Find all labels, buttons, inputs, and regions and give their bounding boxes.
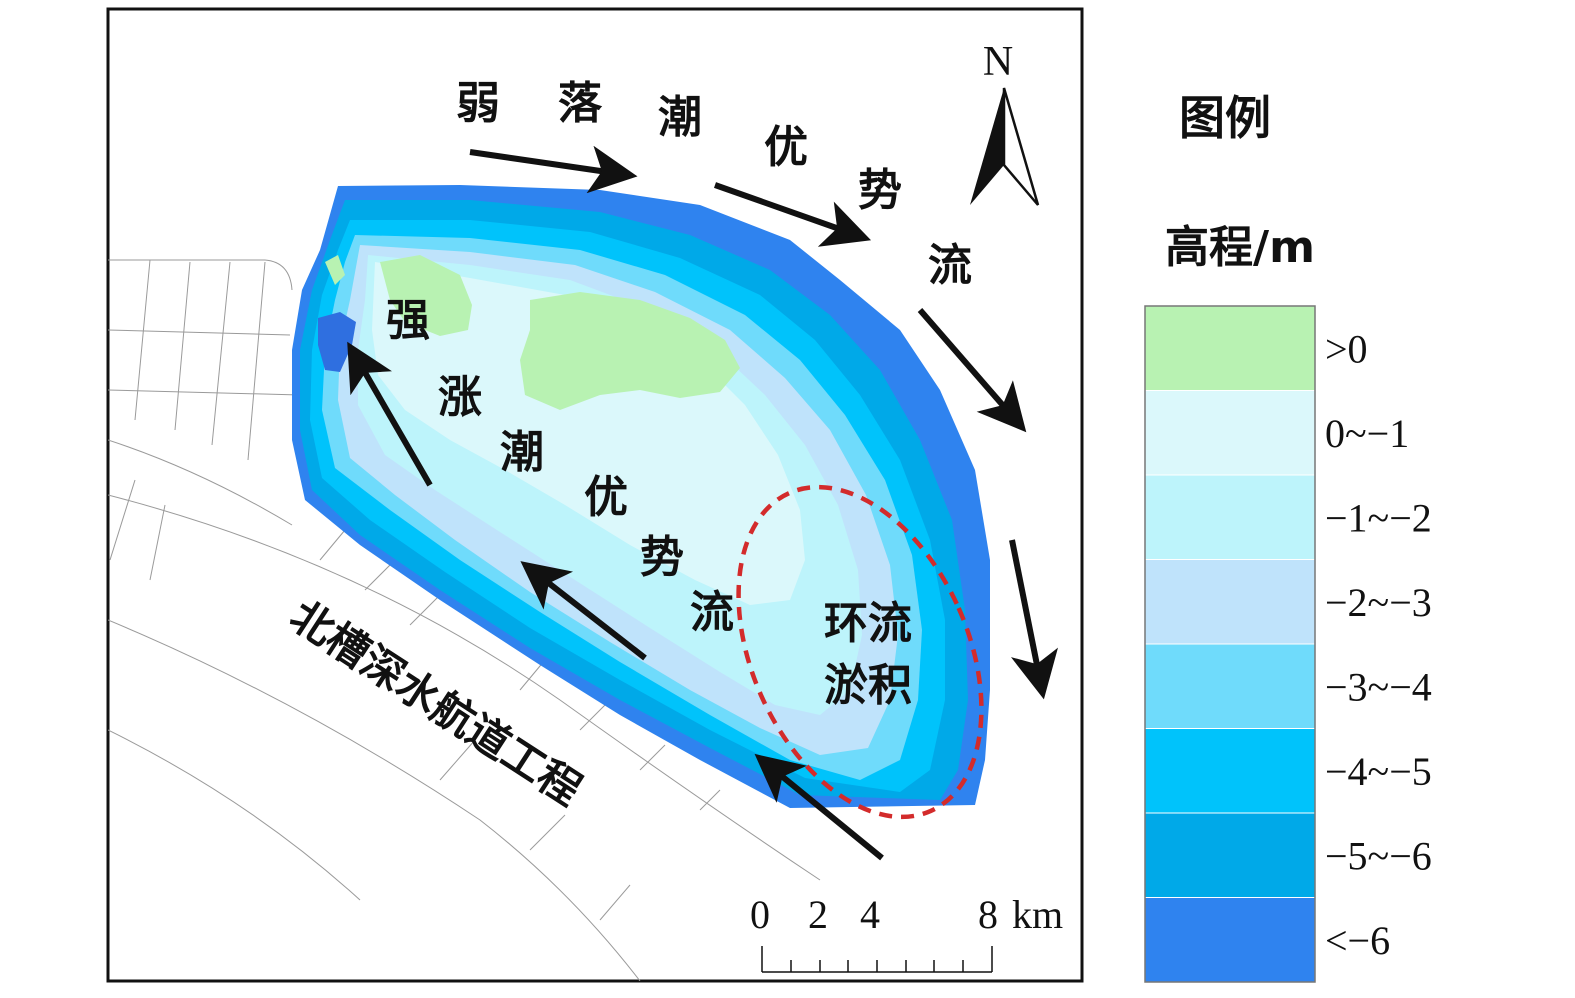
ebb-char: 优	[764, 122, 808, 173]
legend-swatch	[1144, 812, 1316, 898]
legend-item-label: >0	[1325, 326, 1368, 371]
flood-arrow-1	[347, 341, 433, 487]
scale-tick-8: 8	[978, 892, 998, 937]
ebb-arrow-2	[713, 182, 872, 247]
legend-item-label: 0~−1	[1325, 411, 1409, 456]
ebb-char: 流	[928, 240, 972, 291]
legend: 图例 高程/m >0 0~−1 −1~−2 −2~−3 −3~−4 −4~−5 −5~−6 <…	[1144, 91, 1432, 983]
ebb-char: 潮	[658, 92, 702, 143]
legend-title: 图例	[1179, 91, 1271, 145]
ebb-char: 势	[858, 165, 902, 216]
scale-unit: km	[1012, 892, 1063, 937]
flood-char: 势	[640, 532, 684, 583]
legend-item-label: −4~−5	[1325, 749, 1432, 794]
north-arrow-icon: N	[970, 39, 1040, 206]
flood-char: 强	[386, 295, 430, 346]
eddy-deposition-outline	[736, 484, 984, 820]
ebb-char: 落	[558, 78, 603, 129]
shoal-elevation-map	[292, 185, 990, 808]
ebb-arrow-4	[1009, 539, 1059, 700]
legend-item-label: −3~−4	[1325, 664, 1432, 709]
scale-tick-2: 2	[808, 892, 828, 937]
eddy-label-line-1: 环流	[824, 598, 912, 649]
legend-swatch	[1144, 559, 1316, 645]
shoal-band-gt-0-tip	[325, 255, 345, 285]
flood-char: 优	[584, 472, 628, 523]
legend-item-label: −5~−6	[1325, 833, 1432, 878]
scale-tick-4: 4	[860, 892, 880, 937]
strong-flood-flow-label: 强 涨 潮 优 势 流	[386, 295, 734, 638]
legend-border	[1144, 305, 1316, 983]
shoal-band-0-1	[372, 262, 805, 605]
legend-labels: >0 0~−1 −1~−2 −2~−3 −3~−4 −4~−5 −5~−6 <−6	[1325, 326, 1432, 963]
scale-tick-0: 0	[750, 892, 770, 937]
shoal-band-gt-0-central	[520, 292, 740, 410]
shoal-deep-pit	[318, 312, 356, 372]
legend-swatch	[1144, 728, 1316, 814]
legend-swatches	[1144, 305, 1316, 983]
legend-swatch	[1144, 390, 1316, 476]
eddy-label-line-2: 淤积	[824, 660, 912, 711]
legend-swatch	[1144, 305, 1316, 391]
scale-bar: 0 2 4 8 km	[750, 892, 1063, 973]
legend-swatch	[1144, 643, 1316, 729]
flow-arrows	[347, 145, 1059, 861]
flood-char: 涨	[438, 372, 482, 423]
shoal-band-gt-0-west	[380, 255, 472, 336]
flood-arrow-3	[754, 753, 884, 861]
legend-swatch	[1144, 474, 1316, 560]
island-grid-lines	[108, 259, 821, 981]
ebb-char: 弱	[456, 78, 500, 129]
legend-item-label: <−6	[1325, 918, 1390, 963]
flood-char: 潮	[500, 427, 544, 478]
flood-char: 流	[690, 587, 734, 638]
legend-subtitle: 高程/m	[1165, 222, 1315, 273]
legend-item-label: −2~−3	[1325, 580, 1432, 625]
ebb-arrow-3	[917, 308, 1027, 433]
flood-arrow-2	[520, 561, 647, 661]
ebb-arrow-1	[469, 145, 638, 194]
weak-ebb-flow-label: 弱 落 潮 优 势 流	[456, 78, 972, 291]
legend-swatch	[1144, 897, 1316, 983]
north-label: N	[983, 39, 1013, 85]
legend-item-label: −1~−2	[1325, 495, 1432, 540]
